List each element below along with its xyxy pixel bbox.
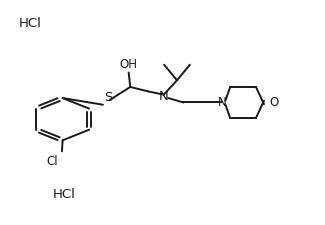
Text: S: S	[105, 91, 113, 104]
Text: Cl: Cl	[46, 155, 58, 168]
Text: OH: OH	[120, 58, 138, 71]
Text: N: N	[159, 90, 169, 104]
Text: HCl: HCl	[19, 17, 42, 30]
Text: O: O	[270, 96, 279, 109]
Text: N: N	[218, 96, 227, 109]
Text: HCl: HCl	[53, 188, 76, 201]
